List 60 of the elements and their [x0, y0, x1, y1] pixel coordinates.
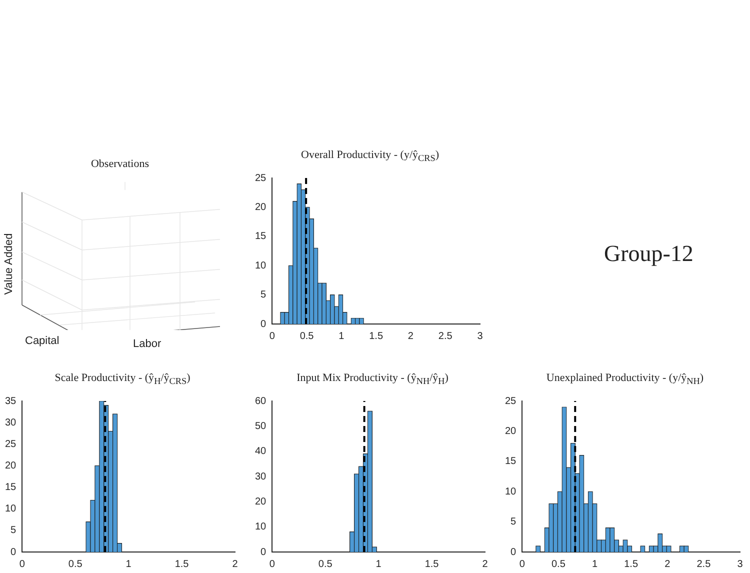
text: Observations [90, 158, 150, 170]
y-tick-label: 15 [5, 482, 17, 494]
x-tick-label: 0 [19, 558, 26, 570]
y-tick-label: 20 [5, 460, 17, 472]
x-tick-label: 1.5 [624, 558, 638, 570]
x-tick-label: 1.5 [424, 558, 440, 570]
y-tick-label: 10 [255, 522, 267, 533]
y-tick-label: 25 [255, 172, 267, 184]
y-tick-label: 10 [255, 260, 267, 272]
y-tick-label: 0 [10, 546, 17, 558]
x-tick-label: 3 [477, 330, 484, 342]
x-tick-label: 1 [592, 558, 598, 570]
x-tick-label: 1.5 [174, 558, 190, 570]
y-tick-label: 20 [505, 426, 517, 437]
y-tick-label: 60 [255, 396, 267, 407]
x-tick-label: 0.5 [551, 558, 566, 570]
y-tick-label: 10 [5, 504, 17, 515]
y-tick-label: 0 [510, 546, 517, 558]
x-tick-label: 2 [664, 558, 671, 570]
y-tick-label: 50 [255, 420, 267, 432]
y-tick-label: 30 [5, 417, 17, 428]
chart-title: Scale Productivity - (ŷ$_{H}$/ŷ$_{CRS}$) [54, 372, 192, 386]
y-tick-label: 5 [260, 290, 267, 301]
y-tick-label: 15 [505, 456, 517, 468]
x-tick-label: 2 [232, 558, 238, 570]
text: Value Added [2, 233, 15, 295]
y-tick-label: 30 [255, 471, 267, 482]
x-tick-label: 2 [408, 330, 414, 342]
x-tick-label: 1.5 [369, 330, 384, 342]
text: Group-12 [604, 241, 694, 267]
y-tick-label: 35 [5, 396, 17, 407]
x-tick-label: 0.5 [300, 330, 314, 342]
chart-title: Overall Productivity - (y/ŷ$_{CRS}$) [300, 149, 440, 164]
y-tick-label: 20 [255, 202, 267, 213]
y-tick-label: 0 [260, 318, 267, 330]
text: Labor [133, 338, 162, 350]
chart-title: Input Mix Productivity - (ŷ$_{NH}$/ŷ$_{H}$) [296, 372, 450, 386]
y-tick-label: 0 [260, 546, 267, 558]
y-tick-label: 40 [255, 446, 267, 458]
y-tick-label: 25 [505, 396, 517, 407]
y-tick-label: 25 [5, 438, 17, 450]
y-tick-label: 15 [255, 231, 267, 242]
x-tick-label: 2 [482, 558, 488, 570]
chart-title: Unexplained Productivity - (y/ŷ$_{NH}$) [545, 372, 705, 386]
x-tick-label: 2.5 [696, 558, 712, 570]
y-tick-label: 5 [510, 516, 517, 528]
y-tick-label: 5 [10, 525, 17, 536]
x-tick-label: 3 [737, 558, 744, 570]
text: Capital [25, 335, 60, 347]
x-tick-label: 0.5 [318, 558, 333, 570]
x-tick-label: 0.5 [68, 558, 83, 570]
y-tick-label: 20 [255, 496, 267, 508]
x-tick-label: 1 [126, 558, 132, 570]
x-tick-label: 0 [269, 330, 276, 342]
x-tick-label: 0 [519, 558, 526, 570]
x-tick-label: 0 [269, 558, 276, 570]
x-tick-label: 2.5 [438, 330, 453, 342]
x-tick-label: 1 [376, 558, 382, 570]
x-tick-label: 1 [338, 330, 345, 342]
y-tick-label: 10 [505, 486, 517, 498]
